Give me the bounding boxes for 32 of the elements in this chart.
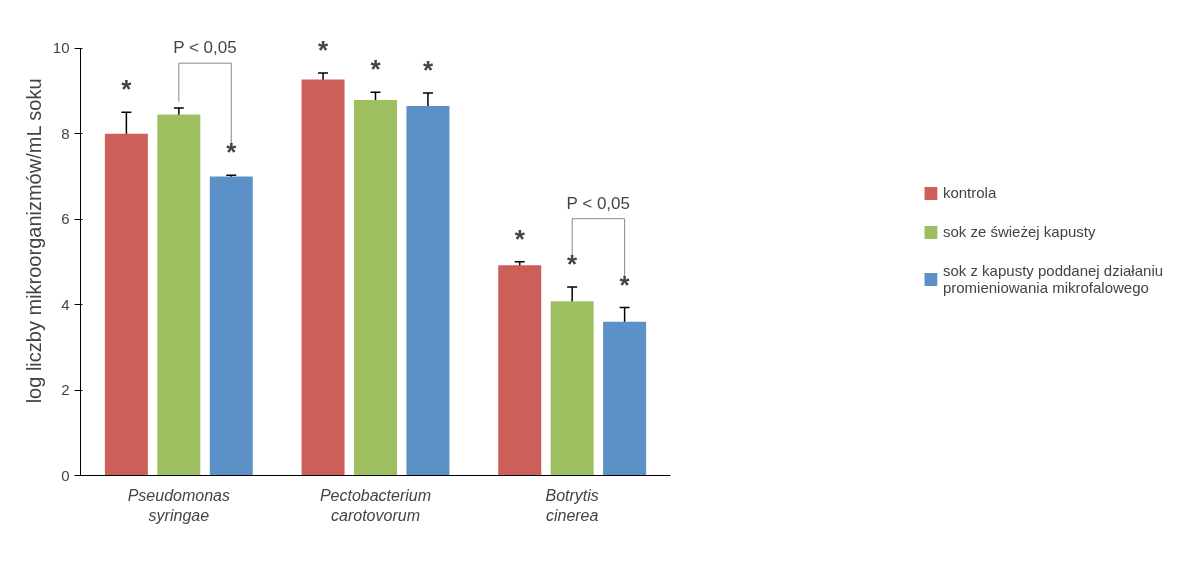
annotation: P < 0,05 [566,193,630,213]
bar [209,176,253,476]
annotation: P < 0,05 [173,38,237,58]
data-label: * [226,137,238,168]
legend-label: sok ze świeżej kapusty [942,223,1096,240]
y-tick-label: 8 [61,124,70,142]
y-tick-label: 4 [61,295,70,313]
bar [498,265,542,476]
bar [550,301,594,476]
bar [406,105,450,476]
data-label: * [422,55,434,86]
data-label: * [370,54,382,85]
legend-label: kontrola [942,184,997,201]
y-tick-label: 6 [61,210,70,228]
legend-label: sok z kapusty poddanej działaniu promieniowania mikrofalowego [942,262,1164,296]
data-label: * [514,223,526,254]
data-label: * [318,35,329,66]
bar [603,321,647,476]
x-tick-label: Pseudomonas syringae [127,486,230,524]
data-label: * [121,74,133,105]
bar [157,114,201,476]
x-tick-label: Pectobacterium carotovorum [319,486,432,524]
x-tick-label: Botrytis cinerea [545,486,599,524]
bar [354,99,397,476]
y-tick-label: 10 [52,39,70,57]
bar [301,79,345,476]
bar [104,133,148,476]
y-tick-label: 0 [61,466,70,484]
y-axis-title: log liczby mikroorganizmów/mL soku [22,78,45,404]
y-tick-label: 2 [61,381,70,399]
data-label: * [567,249,579,280]
data-label: * [619,269,631,300]
